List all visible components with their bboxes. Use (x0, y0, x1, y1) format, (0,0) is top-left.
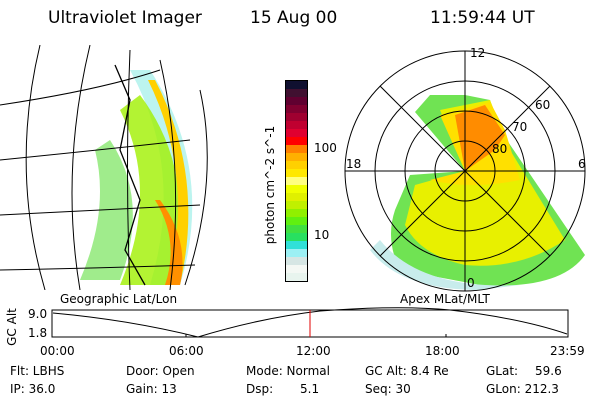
dsp-value: 5.1 (300, 382, 320, 396)
instrument-title: Ultraviolet Imager (48, 8, 202, 28)
colorbar-tick-10: 10 (314, 228, 330, 242)
colorbar-segment (286, 121, 307, 129)
mlt-label-6: 6 (578, 157, 586, 171)
mlt-label-18: 18 (346, 157, 362, 171)
colorbar-segment (286, 249, 307, 257)
colorbar-segment (286, 233, 307, 241)
colorbar-segment (286, 81, 307, 89)
colorbar-segment (286, 225, 307, 233)
xtick-0000: 00:00 (40, 344, 75, 358)
colorbar-segment (286, 137, 307, 145)
colorbar-segment (286, 145, 307, 153)
colorbar-segment (286, 105, 307, 113)
glat-label: GLat: (486, 364, 519, 378)
timeline-ytick-min: 1.8 (28, 326, 48, 340)
colorbar-segment (286, 89, 307, 97)
seq-info: Seq: 30 (365, 382, 411, 396)
date-label: 15 Aug 00 (250, 8, 338, 28)
colorbar-segment (286, 193, 307, 201)
timeline-ytick-max: 9.0 (28, 307, 48, 321)
colorbar-segment (286, 209, 307, 217)
time-label: 11:59:44 UT (430, 8, 535, 28)
lat-label-60: 60 (535, 98, 551, 112)
colorbar-segment (286, 97, 307, 105)
colorbar-segment (286, 257, 307, 265)
colorbar-segment (286, 241, 307, 249)
lat-label-70: 70 (512, 120, 528, 134)
glat-value: 59.6 (535, 364, 562, 378)
lat-label-80: 80 (492, 142, 508, 156)
colorbar-segment (286, 201, 307, 209)
gain-info: Gain: 13 (126, 382, 177, 396)
xtick-1800: 18:00 (425, 344, 460, 358)
colorbar-segment (286, 217, 307, 225)
glon-info: GLon: 212.3 (486, 382, 559, 396)
door-info: Door: Open (126, 364, 195, 378)
ip-info: IP: 36.0 (10, 382, 56, 396)
colorbar-tick-100: 100 (314, 141, 337, 155)
dsp-label: Dsp: (246, 382, 274, 396)
colorbar-segment (286, 129, 307, 137)
mode-info: Mode: Normal (246, 364, 330, 378)
colorbar-segment (286, 265, 307, 273)
colorbar-segment (286, 153, 307, 161)
xtick-1200: 12:00 (296, 344, 331, 358)
mlt-label-12: 12 (470, 46, 486, 60)
colorbar-segment (286, 273, 307, 281)
colorbar (285, 80, 308, 282)
gc-alt-info: GC Alt: 8.4 Re (365, 364, 449, 378)
colorbar-segment (286, 177, 307, 185)
colorbar-segment (286, 113, 307, 121)
xtick-2359: 23:59 (550, 344, 585, 358)
xtick-0600: 06:00 (169, 344, 204, 358)
mlt-label-0: 0 (467, 276, 475, 290)
colorbar-segment (286, 185, 307, 193)
apex-label: Apex MLat/MLT (400, 292, 490, 306)
colorbar-segment (286, 161, 307, 169)
filter-info: Flt: LBHS (10, 364, 65, 378)
colorbar-segment (286, 169, 307, 177)
geographic-label: Geographic Lat/Lon (60, 292, 178, 306)
